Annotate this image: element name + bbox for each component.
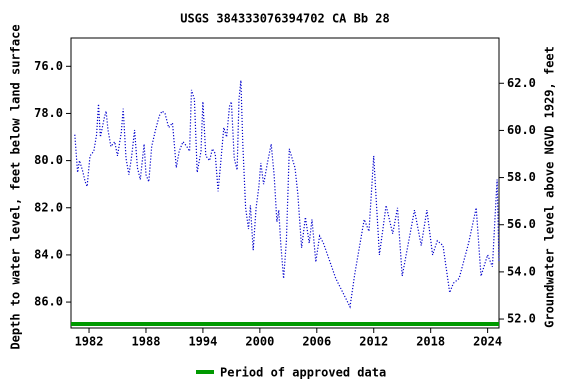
x-tick-label: 2024: [473, 335, 502, 349]
y-tick-label: 76.0: [34, 59, 63, 73]
x-tick-label: 1982: [75, 335, 104, 349]
x-tick-label: 2000: [245, 335, 274, 349]
y2-axis-label: Groundwater level above NGVD 1929, feet: [543, 46, 557, 328]
x-tick-label: 2018: [416, 335, 445, 349]
x-tick-label: 1988: [132, 335, 161, 349]
y-tick-label: 78.0: [34, 106, 63, 120]
plot-frame: [70, 37, 500, 329]
y2-tick-label: 56.0: [507, 217, 536, 231]
y2-tick-label: 60.0: [507, 123, 536, 137]
x-tick-label: 2012: [359, 335, 388, 349]
y-axis-label: Depth to water level, feet below land su…: [9, 24, 23, 349]
y-tick-label: 84.0: [34, 247, 63, 261]
y-tick-label: 86.0: [34, 295, 63, 309]
chart-title: USGS 384333076394702 CA Bb 28: [180, 12, 390, 26]
data-line: [74, 80, 500, 309]
y2-tick-label: 52.0: [507, 312, 536, 326]
legend-label: Period of approved data: [220, 366, 386, 380]
x-tick-label: 2006: [302, 335, 331, 349]
y2-tick-label: 62.0: [507, 76, 536, 90]
y2-tick-label: 58.0: [507, 170, 536, 184]
y2-tick-label: 54.0: [507, 264, 536, 278]
y-tick-label: 82.0: [34, 200, 63, 214]
y-tick-label: 80.0: [34, 153, 63, 167]
x-tick-label: 1994: [188, 335, 217, 349]
